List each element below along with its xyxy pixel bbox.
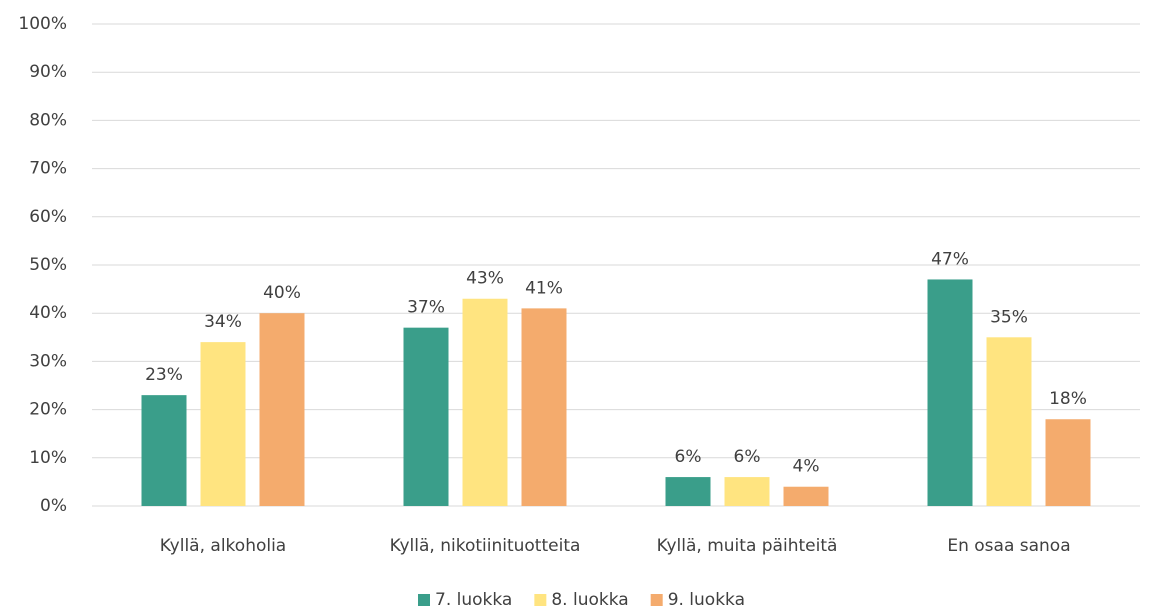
x-tick-label: En osaa sanoa: [947, 536, 1070, 556]
legend-label: 7. luokka: [435, 590, 512, 609]
y-tick-label: 10%: [29, 448, 67, 468]
y-tick-label: 60%: [29, 207, 67, 227]
value-label: 4%: [793, 457, 820, 477]
y-tick-label: 80%: [29, 110, 67, 130]
y-tick-label: 50%: [29, 255, 67, 275]
bar: [259, 313, 305, 506]
value-label: 34%: [204, 312, 242, 332]
bar: [521, 308, 567, 506]
bar: [1045, 419, 1091, 506]
value-label: 43%: [466, 269, 504, 289]
value-label: 6%: [734, 447, 761, 467]
value-label: 35%: [990, 307, 1028, 327]
bar: [462, 298, 508, 506]
y-tick-label: 90%: [29, 62, 67, 82]
value-label: 6%: [675, 447, 702, 467]
y-tick-label: 100%: [18, 14, 67, 34]
value-label: 23%: [145, 365, 183, 385]
legend-swatch: [418, 594, 430, 606]
legend-label: 8. luokka: [551, 590, 628, 609]
x-tick-label: Kyllä, nikotiinituotteita: [390, 536, 581, 556]
legend-swatch: [534, 594, 547, 606]
x-tick-label: Kyllä, muita päihteitä: [657, 536, 838, 556]
bar: [927, 279, 973, 506]
value-label: 40%: [263, 283, 301, 303]
value-label: 18%: [1049, 389, 1087, 409]
x-tick-label: Kyllä, alkoholia: [160, 536, 286, 556]
y-tick-label: 0%: [40, 496, 67, 516]
bar: [403, 327, 449, 506]
bar: [986, 337, 1032, 506]
legend-swatch: [650, 594, 663, 606]
legend-label: 9. luokka: [668, 590, 745, 609]
bar: [200, 342, 246, 506]
bar: [665, 477, 711, 506]
bar: [783, 486, 829, 506]
y-tick-label: 30%: [29, 351, 67, 371]
y-tick-label: 20%: [29, 400, 67, 420]
bar: [724, 477, 770, 506]
y-tick-label: 70%: [29, 159, 67, 179]
y-tick-label: 40%: [29, 303, 67, 323]
value-label: 47%: [931, 249, 969, 269]
value-label: 41%: [525, 278, 563, 298]
value-label: 37%: [407, 298, 445, 318]
bar: [141, 395, 187, 506]
